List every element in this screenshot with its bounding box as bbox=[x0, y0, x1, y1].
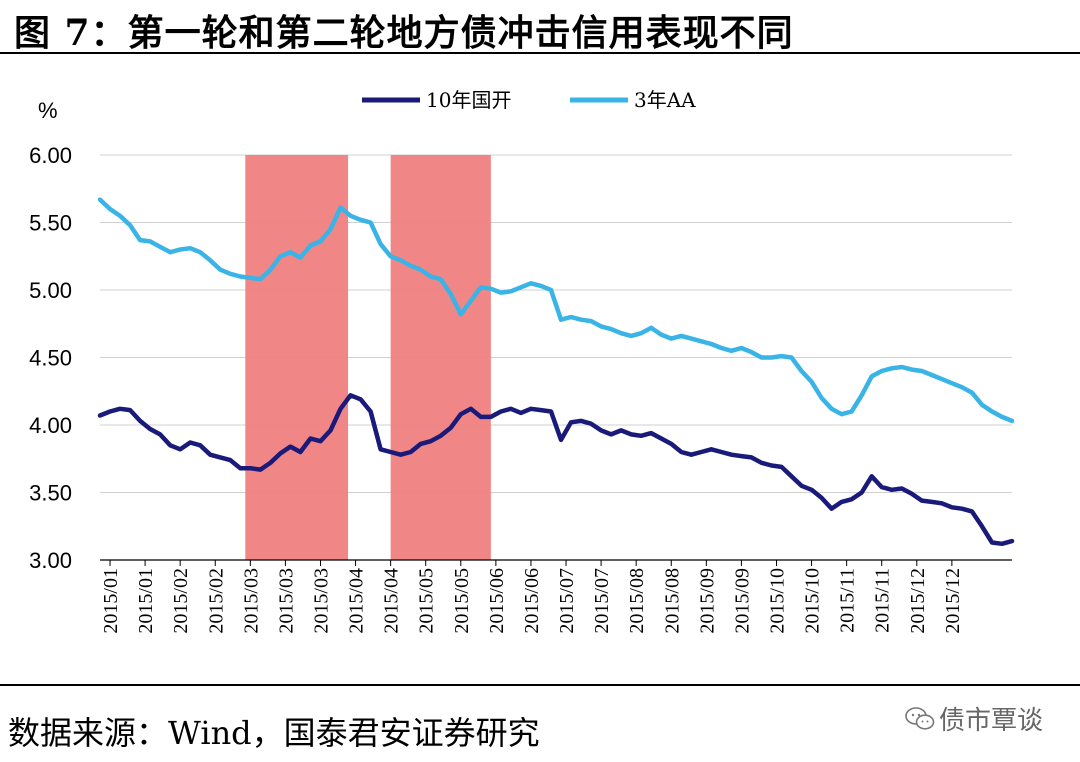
y-tick-label: 4.00 bbox=[29, 413, 72, 438]
x-tick-label: 2015/03 bbox=[240, 568, 262, 634]
x-tick-label: 2015/11 bbox=[872, 568, 894, 633]
gridlines bbox=[100, 154, 1012, 493]
x-tick-label: 2015/09 bbox=[731, 568, 753, 634]
x-tick-label: 2015/05 bbox=[451, 568, 473, 634]
y-tick-label: 3.50 bbox=[29, 481, 72, 506]
x-tick-label: 2015/07 bbox=[556, 568, 578, 634]
figure-title: 图 7：第一轮和第二轮地方债冲击信用表现不同 bbox=[14, 12, 794, 54]
x-tick-label: 2015/10 bbox=[767, 568, 789, 634]
x-tick-label: 2015/02 bbox=[170, 568, 192, 634]
x-tick-label: 2015/08 bbox=[661, 568, 683, 634]
top-rule bbox=[0, 52, 1080, 54]
x-tick-label: 2015/01 bbox=[135, 568, 157, 634]
x-tick-label: 2015/03 bbox=[275, 568, 297, 634]
series-line-2 bbox=[97, 197, 1015, 424]
legend-label-2: 3年AA bbox=[634, 88, 696, 112]
x-tick-label: 2015/04 bbox=[346, 568, 368, 634]
x-tick-label: 2015/03 bbox=[311, 568, 333, 634]
x-tick-label: 2015/02 bbox=[205, 568, 227, 634]
y-tick-label: 3.00 bbox=[29, 548, 72, 573]
watermark: 债市覃谈 bbox=[905, 700, 1043, 737]
shaded-period bbox=[245, 155, 349, 560]
watermark-text: 债市覃谈 bbox=[939, 706, 1044, 736]
x-tick-label: 2015/01 bbox=[100, 568, 122, 634]
x-tick-label: 2015/08 bbox=[626, 568, 648, 634]
x-tick-label: 2015/09 bbox=[696, 568, 718, 634]
x-tick-label: 2015/05 bbox=[416, 568, 438, 634]
x-tick-label: 2015/12 bbox=[942, 568, 964, 634]
source-note: 数据来源：Wind，国泰君安证券研究 bbox=[8, 714, 540, 752]
axes: 3.00 3.50 4.00 4.50 5.00 5.50 6.00 2015/01 2015/… bbox=[29, 143, 1012, 634]
legend-label-1: 10年国开 bbox=[426, 88, 511, 112]
x-tick-label: 2015/12 bbox=[907, 568, 929, 634]
shaded-periods bbox=[245, 155, 491, 560]
y-axis-unit-label: % bbox=[38, 98, 58, 123]
series-lines bbox=[97, 197, 1015, 547]
y-tick-label: 5.00 bbox=[29, 278, 72, 303]
y-tick-label: 6.00 bbox=[29, 143, 72, 168]
x-tick-label: 2015/11 bbox=[837, 568, 859, 633]
chart: 3.00 3.50 4.00 4.50 5.00 5.50 6.00 2015/01 2015/… bbox=[29, 88, 1015, 634]
x-tick-label: 2015/06 bbox=[486, 568, 508, 634]
series-line-1 bbox=[97, 393, 1015, 547]
x-tick-label: 2015/07 bbox=[591, 568, 613, 634]
x-tick-label: 2015/04 bbox=[381, 568, 403, 634]
wechat-icon bbox=[905, 706, 935, 730]
bottom-rule bbox=[0, 684, 1080, 686]
shaded-period bbox=[390, 155, 491, 560]
x-tick-label: 2015/10 bbox=[802, 568, 824, 634]
x-tick-label: 2015/06 bbox=[521, 568, 543, 634]
y-tick-label: 5.50 bbox=[29, 211, 72, 236]
legend: 10年国开 3年AA bbox=[362, 88, 696, 112]
y-tick-label: 4.50 bbox=[29, 346, 72, 371]
